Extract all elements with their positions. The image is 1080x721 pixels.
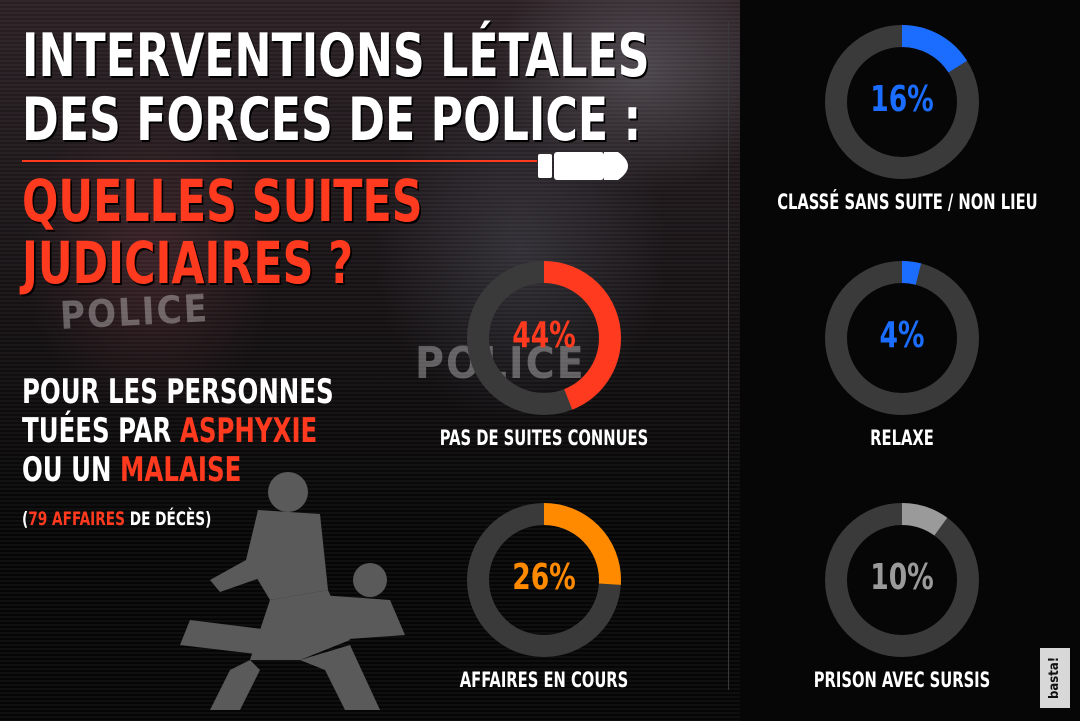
title-line-4: JUDICIAIRES ? [22, 229, 354, 297]
donut-chart: 4% RELAXE [822, 258, 982, 450]
donut-chart: 16% CLASSÉ SANS SUITE / NON LIEU [777, 22, 1038, 214]
subtitle-line-2: TUÉES PAR [22, 411, 180, 451]
title-line-2: DES FORCES DE POLICE : [22, 85, 642, 155]
subtitle-highlight-malaise: MALAISE [120, 450, 242, 490]
column-divider [728, 22, 729, 690]
donut-svg [467, 261, 621, 415]
cases-count: 79 AFFAIRES [28, 508, 125, 530]
donut-svg [825, 261, 979, 415]
donut-svg [825, 503, 979, 657]
donut-chart: 10% PRISON AVEC SURSIS [814, 500, 990, 692]
donut-chart: 44% PAS DE SUITES CONNUES [440, 258, 648, 450]
subtitle-line-1: POUR LES PERSONNES [22, 372, 334, 412]
donut-percentage: 26% [512, 557, 576, 598]
arrest-silhouette-illustration [180, 472, 405, 710]
subtitle-highlight-asphyxie: ASPHYXIE [179, 411, 318, 451]
donut-label: PRISON AVEC SURSIS [813, 668, 991, 692]
donut-svg [825, 25, 979, 179]
donut-slice [467, 261, 621, 415]
donut-label: AFFAIRES EN COURS [459, 668, 629, 692]
donut-label: PAS DE SUITES CONNUES [439, 426, 649, 450]
basta-logo: basta! [1040, 648, 1070, 708]
subtitle-line-3: OU UN [22, 450, 121, 490]
donut-label: CLASSÉ SANS SUITE / NON LIEU [777, 190, 1038, 214]
donut-slice [825, 25, 979, 179]
cases-note: (79 AFFAIRES DE DÉCÈS) [22, 508, 211, 530]
title-line-3: QUELLES SUITES [22, 167, 423, 235]
donut-percentage: 4% [879, 315, 925, 356]
donut-label: RELAXE [870, 426, 934, 450]
bullet-icon [538, 152, 628, 180]
donut-slice [825, 261, 979, 415]
cases-note-rest: DE DÉCÈS) [124, 508, 212, 530]
title-divider [22, 160, 537, 162]
cases-note-open: ( [22, 508, 29, 530]
subtitle: POUR LES PERSONNES TUÉES PAR ASPHYXIE OU… [22, 373, 342, 490]
donut-slice [825, 503, 979, 657]
donut-chart: 26% AFFAIRES EN COURS [460, 500, 628, 692]
donut-percentage: 16% [870, 79, 934, 120]
donut-slice [467, 503, 621, 657]
donut-percentage: 10% [870, 557, 934, 598]
donut-percentage: 44% [512, 315, 576, 356]
donut-svg [467, 503, 621, 657]
title-line-1: INTERVENTIONS LÉTALES [22, 21, 650, 91]
